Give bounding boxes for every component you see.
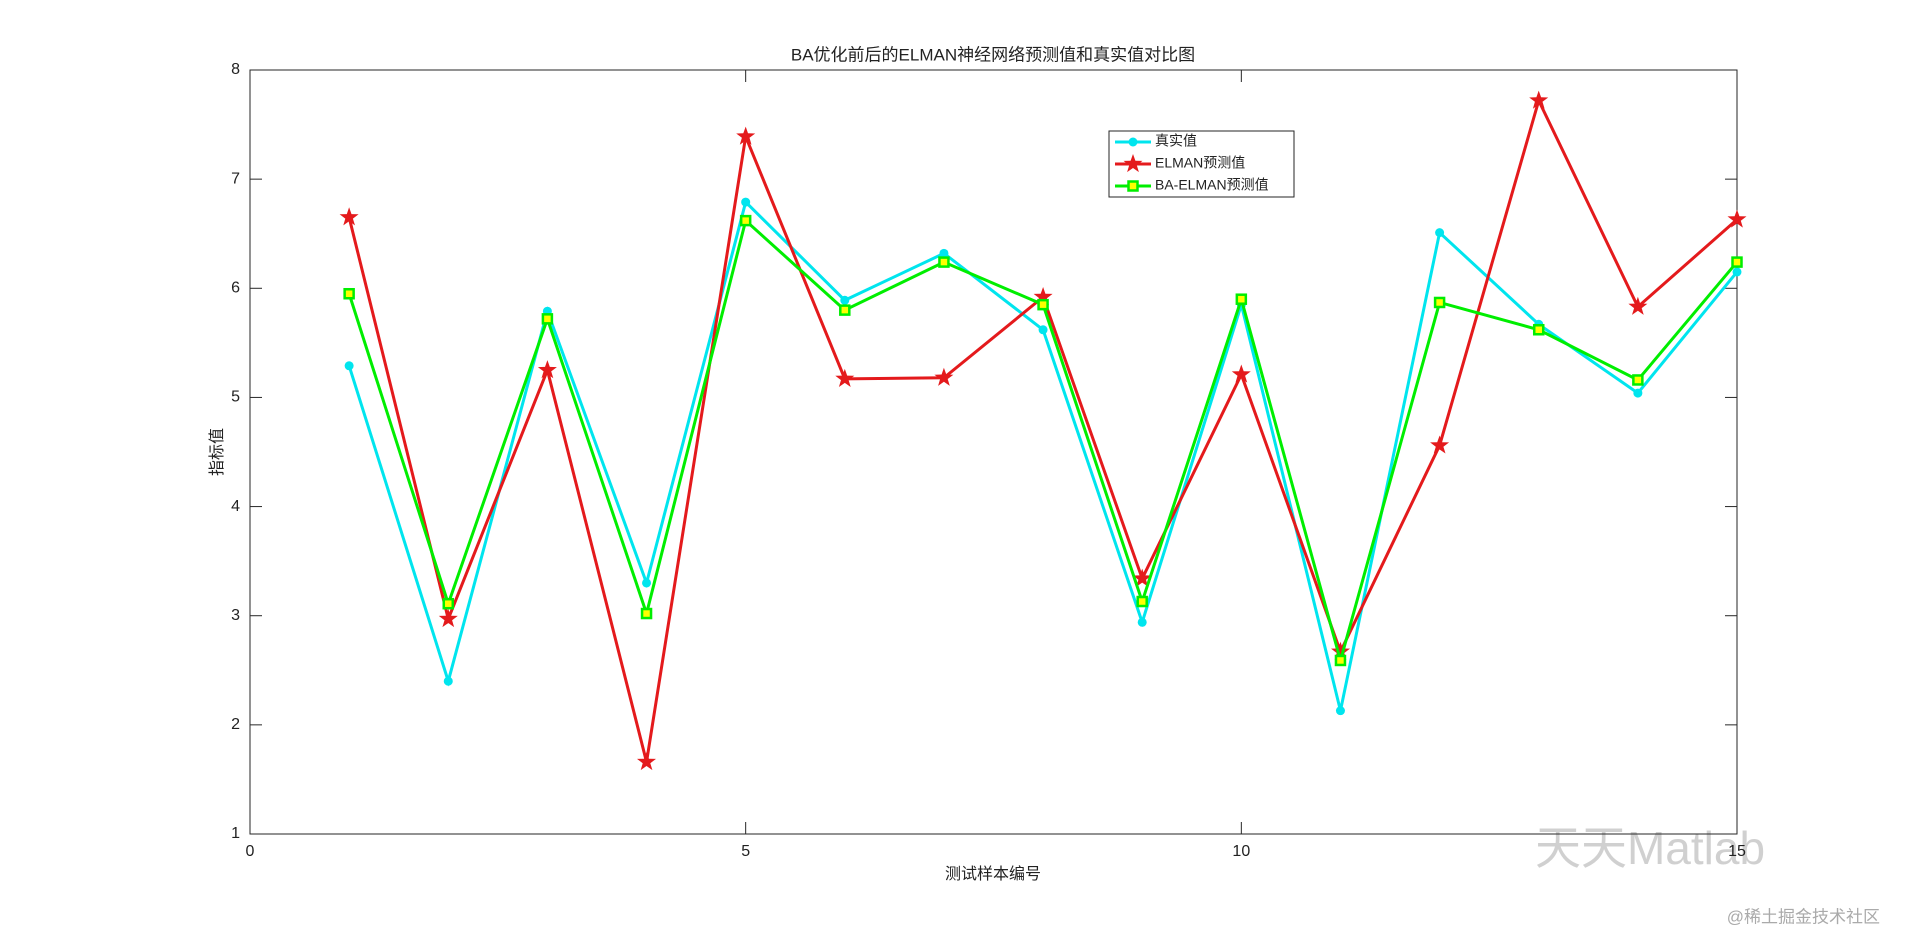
series-line bbox=[347, 217, 1739, 667]
legend-marker bbox=[1127, 180, 1139, 192]
y-axis-label: 指标值 bbox=[208, 428, 226, 476]
legend-marker bbox=[1123, 154, 1143, 173]
data-point bbox=[642, 578, 652, 588]
series-line bbox=[347, 199, 1739, 712]
y-tick-label: 2 bbox=[231, 716, 240, 733]
watermark: @稀土掘金技术社区 bbox=[1727, 907, 1880, 926]
legend-label: 真实值 bbox=[1155, 133, 1197, 149]
data-point bbox=[541, 313, 554, 325]
y-tick-label: 6 bbox=[231, 280, 240, 297]
data-point bbox=[1331, 641, 1350, 660]
x-tick-label: 5 bbox=[741, 843, 750, 860]
data-point bbox=[1235, 293, 1248, 305]
data-point bbox=[637, 752, 656, 771]
data-point bbox=[1334, 654, 1347, 667]
data-point bbox=[840, 295, 850, 305]
data-point bbox=[1435, 228, 1445, 238]
data-point bbox=[736, 126, 756, 145]
x-tick-label: 10 bbox=[1232, 843, 1250, 860]
data-point bbox=[1335, 706, 1345, 716]
y-tick-label: 7 bbox=[231, 170, 240, 187]
data-point bbox=[835, 368, 855, 387]
data-point bbox=[1033, 287, 1053, 306]
data-point bbox=[343, 287, 355, 300]
data-point bbox=[938, 256, 950, 268]
data-point bbox=[1037, 298, 1049, 311]
data-point bbox=[1727, 209, 1747, 228]
data-point bbox=[1731, 256, 1743, 268]
data-point bbox=[739, 214, 752, 227]
data-point bbox=[1529, 90, 1549, 109]
y-tick-label: 3 bbox=[231, 607, 240, 624]
legend-label: BA-ELMAN预测值 bbox=[1155, 177, 1269, 193]
data-point bbox=[443, 676, 453, 686]
chart-title: BA优化前后的ELMAN神经网络预测值和真实值对比图 bbox=[791, 45, 1195, 64]
data-point bbox=[939, 248, 949, 258]
data-point bbox=[1430, 435, 1450, 454]
data-point bbox=[1038, 325, 1048, 335]
data-point bbox=[1136, 595, 1148, 608]
y-tick-label: 4 bbox=[231, 498, 240, 515]
data-point bbox=[1632, 374, 1644, 386]
data-point bbox=[1732, 267, 1742, 277]
data-point bbox=[1137, 617, 1147, 627]
legend-label: ELMAN预测值 bbox=[1155, 155, 1245, 171]
data-point bbox=[741, 197, 751, 207]
y-tick-label: 1 bbox=[231, 825, 240, 842]
data-point bbox=[344, 361, 354, 371]
data-point bbox=[1628, 296, 1648, 315]
data-point bbox=[1633, 388, 1643, 398]
watermark: 天天Matlab bbox=[1535, 822, 1765, 874]
x-tick-label: 15 bbox=[1728, 843, 1746, 860]
data-point bbox=[438, 609, 458, 628]
plot-area bbox=[249, 69, 1738, 835]
data-point bbox=[1532, 324, 1545, 336]
data-point bbox=[1132, 568, 1152, 587]
data-point bbox=[1231, 364, 1251, 383]
data-point bbox=[537, 360, 557, 379]
legend-marker bbox=[1128, 137, 1138, 147]
x-axis-label: 测试样本编号 bbox=[945, 865, 1041, 883]
y-tick-label: 8 bbox=[231, 61, 240, 78]
data-point bbox=[839, 304, 851, 316]
data-point bbox=[640, 607, 653, 620]
x-tick-label: 0 bbox=[246, 843, 255, 860]
series-line bbox=[347, 96, 1738, 763]
data-point bbox=[1433, 296, 1446, 309]
y-tick-label: 5 bbox=[231, 389, 240, 406]
data-point bbox=[339, 207, 359, 226]
data-point bbox=[442, 597, 455, 610]
data-point bbox=[934, 367, 954, 386]
